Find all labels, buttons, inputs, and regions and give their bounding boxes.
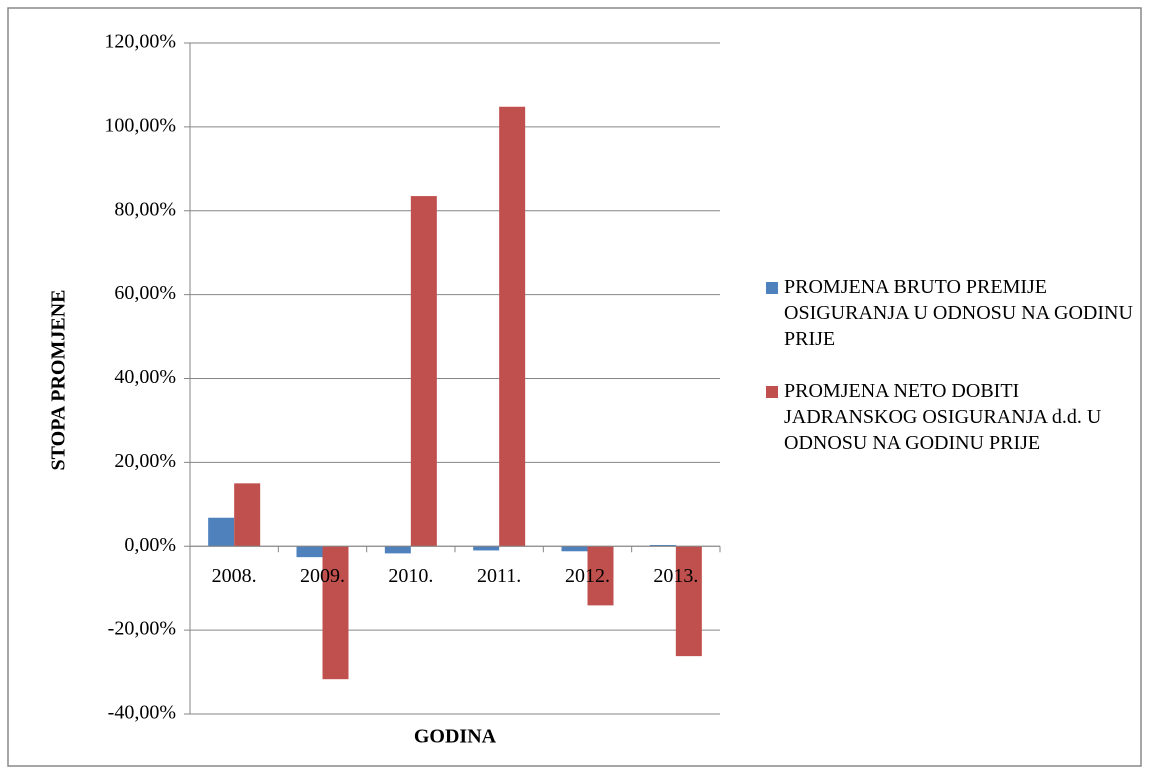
bar	[208, 517, 235, 547]
y-tick-label: 100,00%	[104, 114, 176, 136]
legend: PROMJENA BRUTO PREMIJE OSIGURANJA U ODNO…	[766, 274, 1136, 482]
y-tick-label: 0,00%	[124, 534, 176, 556]
chart-border	[7, 7, 1142, 767]
legend-item: PROMJENA BRUTO PREMIJE OSIGURANJA U ODNO…	[766, 274, 1136, 352]
bar	[384, 546, 411, 554]
x-tick-label: 2010.	[388, 565, 433, 587]
x-tick-label: 2013.	[653, 565, 698, 587]
bar	[473, 546, 500, 551]
y-tick-label: -40,00%	[108, 702, 176, 724]
bar	[649, 544, 676, 547]
bar	[561, 546, 588, 552]
bar	[322, 546, 349, 680]
y-axis-title: STOPA PROMJENE	[48, 290, 70, 471]
x-tick-label: 2009.	[300, 565, 345, 587]
y-tick-label: -20,00%	[108, 618, 176, 640]
x-tick-label: 2008.	[212, 565, 257, 587]
y-tick-label: 120,00%	[104, 31, 176, 53]
bar	[675, 546, 702, 657]
y-tick-label: 60,00%	[114, 282, 176, 304]
bar	[587, 546, 614, 606]
legend-swatch	[766, 386, 778, 398]
legend-swatch	[766, 282, 778, 294]
x-tick-label: 2011.	[477, 565, 521, 587]
y-tick-label: 20,00%	[114, 450, 176, 472]
bar	[234, 483, 261, 547]
x-axis-title: GODINA	[414, 726, 497, 748]
legend-label: PROMJENA NETO DOBITI JADRANSKOG OSIGURAN…	[784, 380, 1102, 454]
legend-item: PROMJENA NETO DOBITI JADRANSKOG OSIGURAN…	[766, 378, 1136, 456]
legend-label: PROMJENA BRUTO PREMIJE OSIGURANJA U ODNO…	[784, 276, 1133, 350]
bar	[296, 546, 323, 558]
y-tick-label: 40,00%	[114, 366, 176, 388]
bar	[410, 196, 437, 547]
x-tick-label: 2012.	[565, 565, 610, 587]
y-tick-label: 80,00%	[114, 198, 176, 220]
bar	[499, 106, 526, 547]
